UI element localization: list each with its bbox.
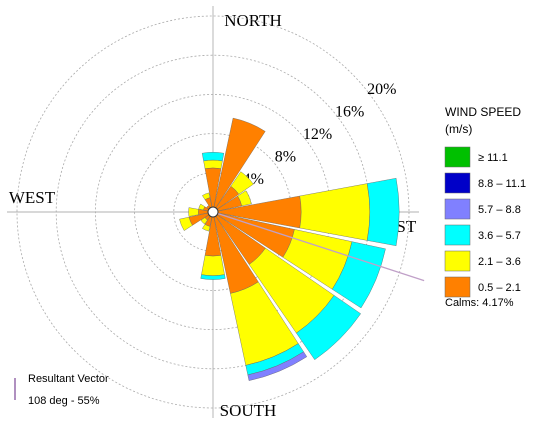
west-label: WEST bbox=[9, 188, 56, 207]
wind-segment bbox=[200, 274, 226, 280]
legend-swatch bbox=[444, 250, 471, 272]
wind-segment bbox=[237, 190, 252, 207]
legend-swatch bbox=[444, 146, 471, 168]
legend-label: ≥ 11.1 bbox=[478, 152, 508, 164]
south-label: SOUTH bbox=[220, 401, 277, 420]
wind-segment bbox=[230, 171, 254, 195]
legend-label: 3.6 – 5.7 bbox=[478, 230, 521, 242]
north-label: NORTH bbox=[224, 11, 282, 30]
legend-label: 5.7 – 8.8 bbox=[478, 204, 521, 216]
legend-label: 8.8 – 11.1 bbox=[478, 178, 526, 190]
wind-segment bbox=[201, 152, 225, 162]
resultant-vector bbox=[212, 211, 425, 282]
wind-segment bbox=[200, 217, 208, 225]
wind-segment bbox=[331, 241, 386, 309]
wind-segment bbox=[202, 224, 211, 232]
wind-segment bbox=[179, 216, 193, 231]
wind-segment bbox=[188, 207, 199, 217]
ring bbox=[16, 15, 410, 409]
legend-label: 0.5 – 2.1 bbox=[478, 282, 521, 294]
wind-segment bbox=[366, 177, 400, 247]
legend-swatch bbox=[444, 198, 471, 220]
legend-title: WIND SPEED bbox=[445, 105, 521, 119]
wind-segment bbox=[202, 192, 211, 200]
legend-label: 2.1 – 3.6 bbox=[478, 256, 521, 268]
ring-label: 16% bbox=[335, 103, 364, 120]
wind-segment bbox=[203, 159, 223, 169]
calms-label: Calms: 4.17% bbox=[445, 297, 514, 309]
resultant-text: 108 deg - 55% bbox=[28, 395, 100, 407]
resultant-title: Resultant Vector bbox=[28, 373, 109, 385]
ring-label: 20% bbox=[367, 81, 396, 98]
ring-label: 12% bbox=[303, 126, 332, 143]
wind-segment bbox=[247, 351, 308, 381]
wind-segment bbox=[198, 203, 206, 211]
wind-segment bbox=[299, 183, 370, 241]
wind-segment bbox=[296, 295, 361, 360]
calm-circle bbox=[207, 206, 219, 218]
wind-segment bbox=[212, 117, 266, 213]
wind-segment bbox=[201, 255, 225, 276]
legend-swatch bbox=[444, 224, 471, 246]
legend-swatch bbox=[444, 276, 471, 298]
ring-label: 8% bbox=[275, 148, 296, 165]
legend-swatch bbox=[444, 172, 471, 194]
legend-unit: (m/s) bbox=[445, 122, 472, 136]
